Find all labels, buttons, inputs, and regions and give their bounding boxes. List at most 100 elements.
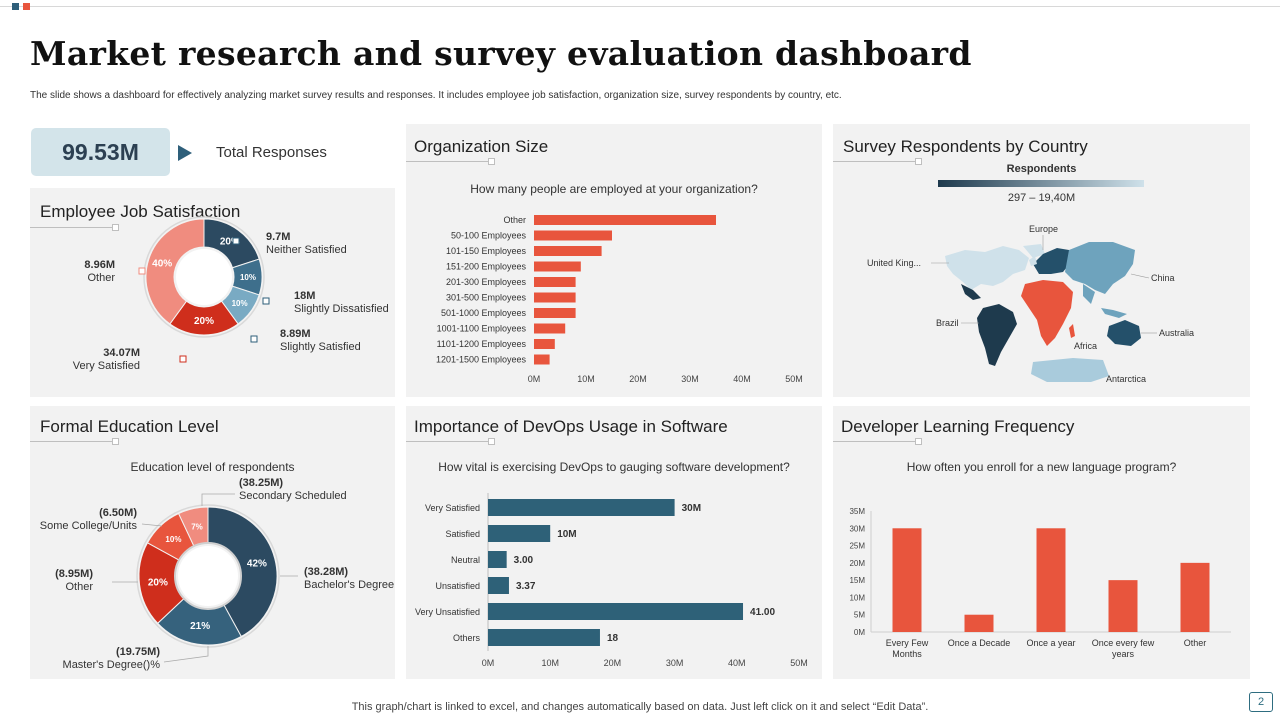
- map-label-china: China: [1151, 273, 1175, 283]
- callout-marker: [250, 335, 258, 343]
- data-label: 3.00: [514, 555, 534, 566]
- donut-hole: [176, 249, 232, 305]
- devops-panel: Importance of DevOps Usage in Software H…: [406, 406, 822, 679]
- panel-title: Developer Learning Frequency: [841, 417, 1075, 436]
- orgsize-bar-chart: Other 50-100 Employees 101-150 Employees 15…: [436, 215, 803, 384]
- callout-marker: [138, 267, 146, 275]
- donut-hole: [178, 546, 238, 606]
- slice-name-label: Neither Satisfied: [266, 244, 347, 256]
- bar: [534, 308, 576, 318]
- x-tick-label: 20M: [629, 374, 647, 384]
- x-tick-label: 0M: [528, 374, 541, 384]
- slice-percent-label: 40%: [152, 258, 172, 269]
- category-label: Every Few: [886, 638, 929, 648]
- map-label-australia: Australia: [1159, 328, 1194, 338]
- x-tick-label: 40M: [733, 374, 751, 384]
- panel-question: How many people are employed at your org…: [470, 182, 758, 196]
- page-title: Market research and survey evaluation da…: [30, 34, 972, 73]
- region-madagascar: [1069, 324, 1075, 338]
- category-label: Very Satisfied: [425, 503, 480, 513]
- total-responses-value: 99.53M: [31, 128, 170, 176]
- donut-slice: [145, 218, 205, 325]
- top-rule: [0, 6, 1280, 7]
- panel-title: Importance of DevOps Usage in Software: [414, 417, 728, 436]
- x-tick-label: 50M: [790, 658, 808, 668]
- y-tick-label: 5M: [854, 611, 865, 620]
- donut-slice: [177, 506, 209, 548]
- panel-question: How often you enroll for a new language …: [906, 460, 1177, 474]
- region-brazil: [977, 304, 1017, 366]
- category-label: 101-150 Employees: [446, 246, 527, 256]
- x-tick-label: 10M: [577, 374, 595, 384]
- page-subtitle: The slide shows a dashboard for effectiv…: [30, 90, 842, 101]
- category-label: 1201-1500 Employees: [436, 355, 527, 365]
- slice-value-label: 9.7M: [266, 231, 290, 243]
- map-label-brazil: Brazil: [936, 318, 959, 328]
- map-legend-title: Respondents: [1006, 163, 1077, 175]
- slice-percent-label: 10%: [240, 273, 256, 282]
- map-label-africa: Africa: [1074, 341, 1097, 351]
- x-tick-label: 10M: [541, 658, 559, 668]
- category-label: 151-200 Employees: [446, 262, 527, 272]
- region-central-america: [961, 284, 981, 300]
- slice-percent-label: 20%: [220, 236, 240, 247]
- bar: [892, 528, 922, 632]
- slice-value-label: (19.75M): [116, 646, 160, 658]
- footer-note: This graph/chart is linked to excel, and…: [351, 701, 929, 713]
- region-antarctica: [1031, 358, 1109, 382]
- slice-name-label: Very Satisfied: [73, 360, 140, 372]
- panel-title: Formal Education Level: [40, 417, 219, 436]
- category-label: Others: [453, 633, 481, 643]
- region-greenland: [1023, 244, 1045, 258]
- map-label-united-kingdom: United King...: [867, 258, 921, 268]
- category-label: Other: [503, 215, 526, 225]
- bar: [534, 261, 581, 272]
- title-underline: [406, 438, 495, 445]
- region-india: [1083, 284, 1095, 304]
- slice-name-label: Bachelor's Degree: [304, 579, 394, 591]
- data-label: 10M: [557, 529, 576, 540]
- data-label: 41.00: [750, 607, 775, 618]
- slice-percent-label: 20%: [194, 316, 214, 327]
- title-underline: [30, 438, 119, 445]
- panel-title: Organization Size: [414, 137, 549, 156]
- slice-percent-label: 42%: [247, 558, 267, 569]
- x-tick-label: 20M: [604, 658, 622, 668]
- total-responses-label: Total Responses: [216, 144, 327, 161]
- y-tick-label: 20M: [849, 559, 865, 568]
- orgsize-panel: Organization Size How many people are em…: [406, 124, 822, 397]
- region-north-america: [945, 246, 1029, 290]
- data-label: 3.37: [516, 581, 536, 592]
- bar: [534, 215, 716, 225]
- callout-line: [201, 493, 235, 506]
- bar: [488, 577, 509, 594]
- category-label: 1001-1100 Employees: [437, 324, 527, 334]
- slice-name-label: Slightly Dissatisfied: [294, 303, 389, 315]
- data-label: 18: [607, 633, 619, 644]
- accent-square: [12, 3, 19, 10]
- slice-percent-label: 21%: [190, 621, 210, 632]
- panel-title: Employee Job Satisfaction: [40, 202, 241, 221]
- slice-value-label: (38.28M): [304, 566, 348, 578]
- country-panel: Survey Respondents by Country Respondent…: [833, 124, 1250, 397]
- title-underline: [833, 158, 922, 165]
- satisfaction-panel: Employee Job Satisfaction 20% 10% 10% 20% 40…: [30, 188, 395, 397]
- x-tick-label: 40M: [728, 658, 746, 668]
- donut-ring: [143, 216, 265, 338]
- bar: [964, 614, 994, 632]
- bar: [534, 277, 576, 287]
- bar: [488, 603, 744, 620]
- slice-value-label: 8.89M: [280, 328, 311, 340]
- bar: [534, 323, 566, 334]
- x-tick-label: 0M: [482, 658, 495, 668]
- education-donut-chart: 42% 21% 20% 10% 7% (38.28M)Bachelor's Degree (…: [40, 477, 394, 671]
- panel-title: Survey Respondents by Country: [843, 137, 1088, 156]
- callout-line: [141, 523, 163, 527]
- region-europe: [1033, 248, 1071, 274]
- bar: [534, 339, 555, 349]
- slice-percent-label: 20%: [148, 577, 168, 588]
- y-tick-label: 0M: [854, 628, 865, 637]
- bar: [488, 525, 551, 542]
- slice-value-label: (8.95M): [55, 568, 93, 580]
